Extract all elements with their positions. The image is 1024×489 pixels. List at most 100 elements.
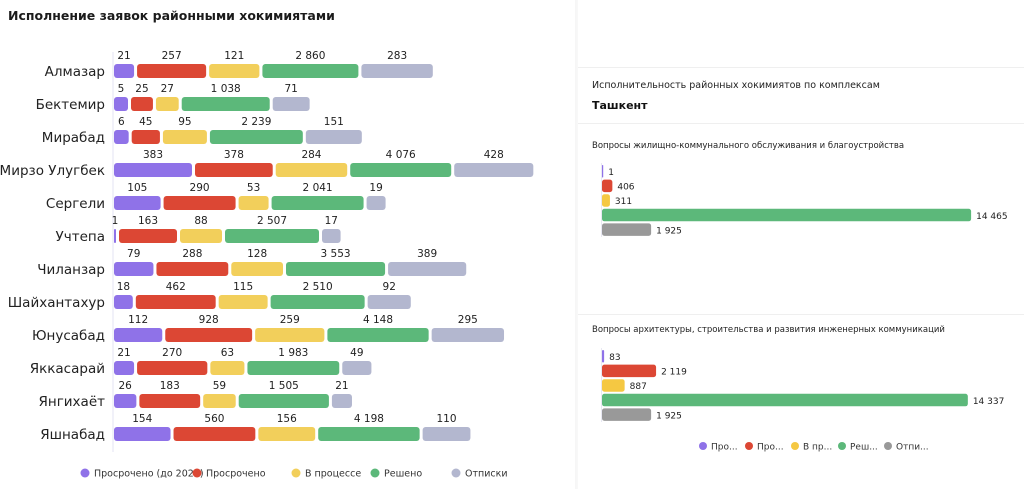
bar-segment[interactable] bbox=[275, 163, 348, 177]
bar-segment[interactable] bbox=[431, 328, 505, 342]
data-label: 26 bbox=[118, 380, 132, 392]
bar[interactable] bbox=[602, 408, 652, 421]
bar-segment[interactable] bbox=[238, 196, 269, 210]
bar-segment[interactable] bbox=[162, 130, 207, 144]
data-label: 428 bbox=[484, 149, 504, 161]
bar-segment[interactable] bbox=[114, 163, 192, 177]
legend-item[interactable]: Просрочено bbox=[206, 469, 266, 480]
legend-marker bbox=[838, 442, 846, 450]
bar-segment[interactable] bbox=[137, 64, 207, 78]
bar-segment[interactable] bbox=[327, 328, 429, 342]
bar-segment[interactable] bbox=[422, 427, 471, 441]
bar-segment[interactable] bbox=[114, 328, 163, 342]
legend-item[interactable]: Про... bbox=[757, 443, 784, 453]
bar-segment[interactable] bbox=[318, 427, 420, 441]
data-label: 59 bbox=[213, 380, 226, 392]
data-label: 4 076 bbox=[386, 149, 416, 161]
bar-segment[interactable] bbox=[114, 361, 135, 375]
bar-segment[interactable] bbox=[247, 361, 340, 375]
bar[interactable] bbox=[602, 223, 652, 236]
bar-segment[interactable] bbox=[139, 394, 201, 408]
legend-item[interactable]: В пр... bbox=[803, 443, 832, 453]
bar[interactable] bbox=[602, 350, 605, 363]
bar-segment[interactable] bbox=[366, 196, 386, 210]
bar-segment[interactable] bbox=[305, 130, 362, 144]
legend-item[interactable]: Реш... bbox=[850, 443, 878, 453]
data-label: 1 505 bbox=[269, 380, 299, 392]
data-label: 2 510 bbox=[303, 281, 333, 293]
bar-segment[interactable] bbox=[114, 295, 133, 309]
bar-segment[interactable] bbox=[114, 394, 137, 408]
bar-segment[interactable] bbox=[181, 97, 270, 111]
bar-segment[interactable] bbox=[271, 196, 364, 210]
bar-segment[interactable] bbox=[114, 97, 128, 111]
legend-item[interactable]: Про... bbox=[711, 443, 738, 453]
bar[interactable] bbox=[602, 364, 657, 378]
bar[interactable] bbox=[602, 179, 613, 193]
legend-marker bbox=[192, 468, 202, 478]
bar-segment[interactable] bbox=[131, 97, 153, 111]
bar-segment[interactable] bbox=[255, 328, 325, 342]
bar-segment[interactable] bbox=[165, 328, 253, 342]
data-label: 270 bbox=[162, 347, 182, 359]
bar-segment[interactable] bbox=[270, 295, 365, 309]
legend-item[interactable]: В процессе bbox=[305, 469, 361, 480]
bar-segment[interactable] bbox=[225, 229, 319, 243]
bar-segment[interactable] bbox=[173, 427, 256, 441]
bar-segment[interactable] bbox=[114, 427, 171, 441]
data-label: 1 bbox=[608, 168, 614, 178]
data-label: 83 bbox=[609, 353, 620, 363]
category-label: Алмазар bbox=[45, 64, 105, 80]
complex-title-architecture: Вопросы архитектуры, строительства и раз… bbox=[592, 325, 945, 335]
bar-segment[interactable] bbox=[114, 64, 135, 78]
data-label: 49 bbox=[350, 347, 363, 359]
bar-segment[interactable] bbox=[114, 130, 129, 144]
bar-segment[interactable] bbox=[361, 64, 433, 78]
bar-segment[interactable] bbox=[331, 394, 352, 408]
bar-segment[interactable] bbox=[114, 196, 161, 210]
bar-segment[interactable] bbox=[210, 361, 245, 375]
data-label: 183 bbox=[160, 380, 180, 392]
bar-segment[interactable] bbox=[454, 163, 534, 177]
bar-segment[interactable] bbox=[262, 64, 359, 78]
bar-segment[interactable] bbox=[114, 262, 154, 276]
bar-segment[interactable] bbox=[367, 295, 411, 309]
bar-segment[interactable] bbox=[350, 163, 452, 177]
bar-segment[interactable] bbox=[209, 64, 260, 78]
legend-item[interactable]: Отписки bbox=[465, 469, 508, 480]
divider bbox=[578, 314, 1024, 315]
bar-segment[interactable] bbox=[258, 427, 316, 441]
bar-segment[interactable] bbox=[238, 394, 329, 408]
bar-segment[interactable] bbox=[388, 262, 467, 276]
bar-segment[interactable] bbox=[156, 262, 229, 276]
bar-segment[interactable] bbox=[231, 262, 284, 276]
bar[interactable] bbox=[602, 379, 625, 392]
bar-segment[interactable] bbox=[135, 295, 216, 309]
bar-segment[interactable] bbox=[119, 229, 177, 243]
bar-segment[interactable] bbox=[286, 262, 386, 276]
legend-item[interactable]: Отпи... bbox=[896, 443, 929, 453]
bar-segment[interactable] bbox=[209, 130, 303, 144]
bar-segment[interactable] bbox=[155, 97, 179, 111]
bar[interactable] bbox=[602, 208, 972, 222]
data-label: 284 bbox=[301, 149, 321, 161]
bar-segment[interactable] bbox=[203, 394, 236, 408]
bar-segment[interactable] bbox=[342, 361, 372, 375]
legend-item[interactable]: Решено bbox=[384, 469, 422, 480]
legend-item[interactable]: Просрочено (до 2025) bbox=[94, 469, 204, 480]
bar[interactable] bbox=[602, 165, 604, 178]
bar-segment[interactable] bbox=[195, 163, 273, 177]
bar-segment[interactable] bbox=[322, 229, 341, 243]
legend-marker bbox=[884, 442, 892, 450]
legend-marker bbox=[80, 468, 90, 478]
bar[interactable] bbox=[602, 194, 610, 207]
bar-segment[interactable] bbox=[131, 130, 160, 144]
bar-segment[interactable] bbox=[180, 229, 222, 243]
bar-segment[interactable] bbox=[218, 295, 268, 309]
bar[interactable] bbox=[602, 393, 968, 407]
bar-segment[interactable] bbox=[163, 196, 236, 210]
bar-segment[interactable] bbox=[272, 97, 310, 111]
bar-segment[interactable] bbox=[137, 361, 208, 375]
bar-segment[interactable] bbox=[114, 229, 116, 243]
